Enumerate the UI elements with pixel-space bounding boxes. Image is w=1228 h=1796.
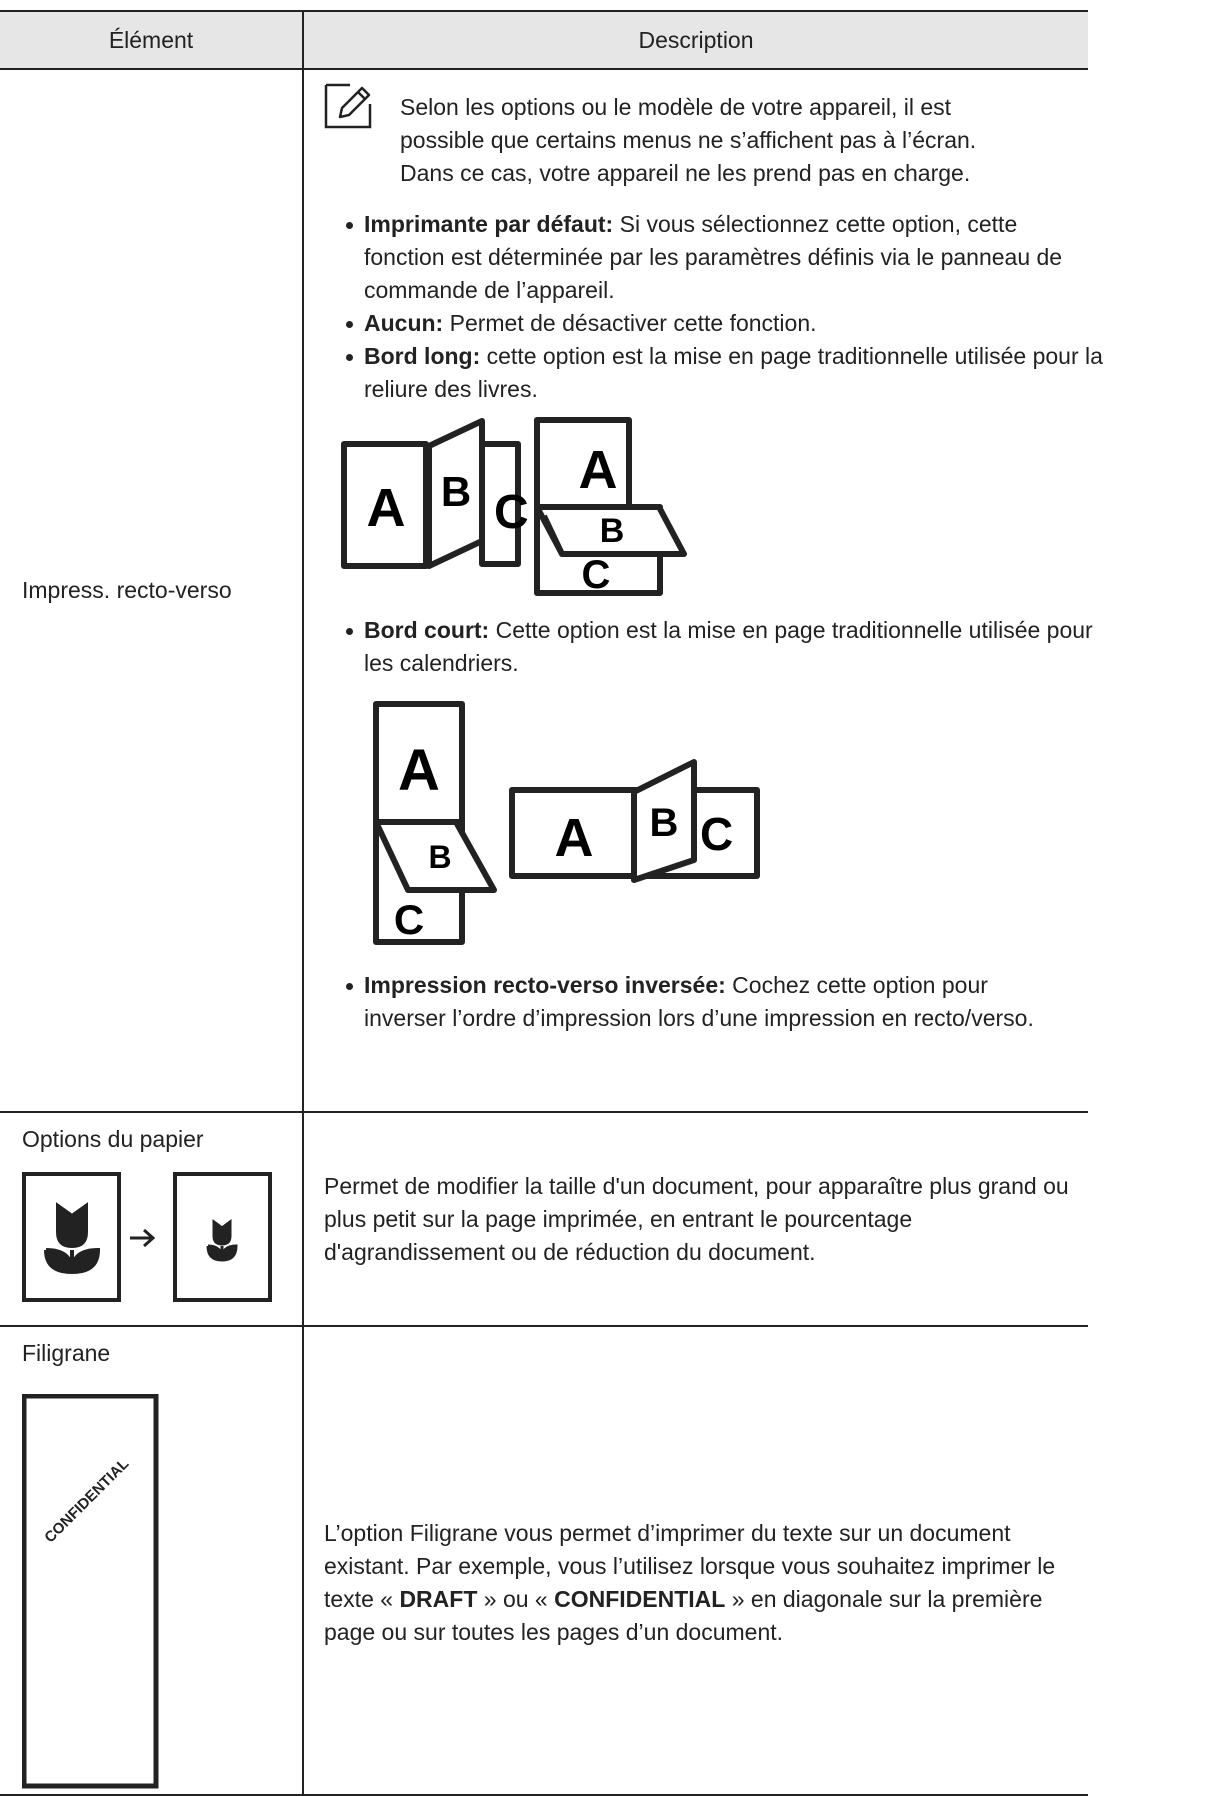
- page-letter: C: [394, 896, 424, 943]
- long-edge-illustration: A B C A B C: [341, 417, 687, 597]
- page-letter: B: [600, 512, 625, 550]
- page-letter: C: [582, 553, 611, 597]
- option-item: Imprimante par défaut: Si vous sélection…: [346, 208, 1104, 307]
- element-name: Filigrane: [22, 1340, 111, 1366]
- option-list: Impression recto-verso inversée: Cochez …: [324, 969, 1064, 1035]
- description-text: » en diagonale sur la première page ou s…: [324, 1586, 1043, 1645]
- option-item: Bord court: Cette option est la mise en …: [346, 614, 1124, 680]
- description-text: L’option Filigrane vous permet d’imprime…: [324, 1520, 1056, 1612]
- page-letter: B: [441, 468, 471, 515]
- note: Selon les options ou le modèle de votre …: [324, 82, 1000, 190]
- description-bold: DRAFT: [399, 1586, 478, 1612]
- header-cell: Description: [303, 10, 1088, 70]
- option-text: Si vous sélectionnez cette option, cette…: [364, 211, 1063, 303]
- row: Options du papier Permet de modifier la …: [0, 1111, 1088, 1327]
- watermark-text: CONFIDENTIAL: [41, 1455, 132, 1546]
- description-cell: Selon les options ou le modèle de votre …: [303, 68, 1103, 1113]
- option-text: Cette option est la mise en page traditi…: [364, 617, 1093, 676]
- description-cell: L’option Filigrane vous permet d’imprime…: [303, 1325, 1088, 1796]
- options-table: Élément Description Impress. recto-verso…: [0, 10, 1103, 1796]
- header-row: Élément Description: [0, 10, 1088, 70]
- short-edge-illustration: A B C A B C: [373, 701, 760, 945]
- page-letter: C: [494, 486, 529, 539]
- page-letter: A: [367, 478, 406, 538]
- option-text: Permet de désactiver cette fonction.: [449, 310, 817, 336]
- page-letter: B: [650, 801, 679, 845]
- option-term: Bord long:: [364, 343, 481, 369]
- option-text: Cochez cette option pour inverser l’ordr…: [364, 972, 1034, 1031]
- option-term: Imprimante par défaut:: [364, 211, 614, 237]
- row: Filigrane CONFIDENTIAL L’option Filigran…: [0, 1325, 1088, 1796]
- option-term: Bord court:: [364, 617, 490, 643]
- option-item: Bord long: cette option est la mise en p…: [346, 340, 1104, 406]
- option-text: cette option est la mise en page traditi…: [364, 343, 1103, 402]
- note-icon: [324, 83, 372, 129]
- page-letter: C: [700, 808, 733, 860]
- element-cell: Impress. recto-verso: [0, 68, 304, 1113]
- header-cell: Élément: [0, 10, 304, 70]
- page-letter: A: [398, 738, 440, 803]
- page-letter: A: [555, 808, 594, 868]
- element-cell: Options du papier: [0, 1111, 304, 1327]
- option-term: Impression recto-verso inversée:: [364, 972, 726, 998]
- option-item: Aucun: Permet de désactiver cette foncti…: [346, 307, 1104, 340]
- description-bold: CONFIDENTIAL: [554, 1586, 726, 1612]
- option-term: Aucun:: [364, 310, 444, 336]
- watermark-icon: CONFIDENTIAL: [22, 1394, 159, 1789]
- description-text: » ou «: [477, 1586, 555, 1612]
- element-name: Options du papier: [22, 1126, 204, 1152]
- option-item: Impression recto-verso inversée: Cochez …: [346, 969, 1064, 1035]
- page-letter: B: [428, 839, 451, 875]
- element-cell: Filigrane CONFIDENTIAL: [0, 1325, 304, 1796]
- option-list: Bord court: Cette option est la mise en …: [324, 614, 1124, 680]
- note-text: Selon les options ou le modèle de votre …: [400, 94, 977, 186]
- row: Impress. recto-verso Selon les options o…: [0, 68, 1103, 1113]
- page-letter: A: [579, 440, 618, 500]
- description-cell: Permet de modifier la taille d'un docume…: [303, 1111, 1088, 1327]
- option-list: Imprimante par défaut: Si vous sélection…: [324, 208, 1104, 406]
- paper-size-icon: [22, 1172, 272, 1302]
